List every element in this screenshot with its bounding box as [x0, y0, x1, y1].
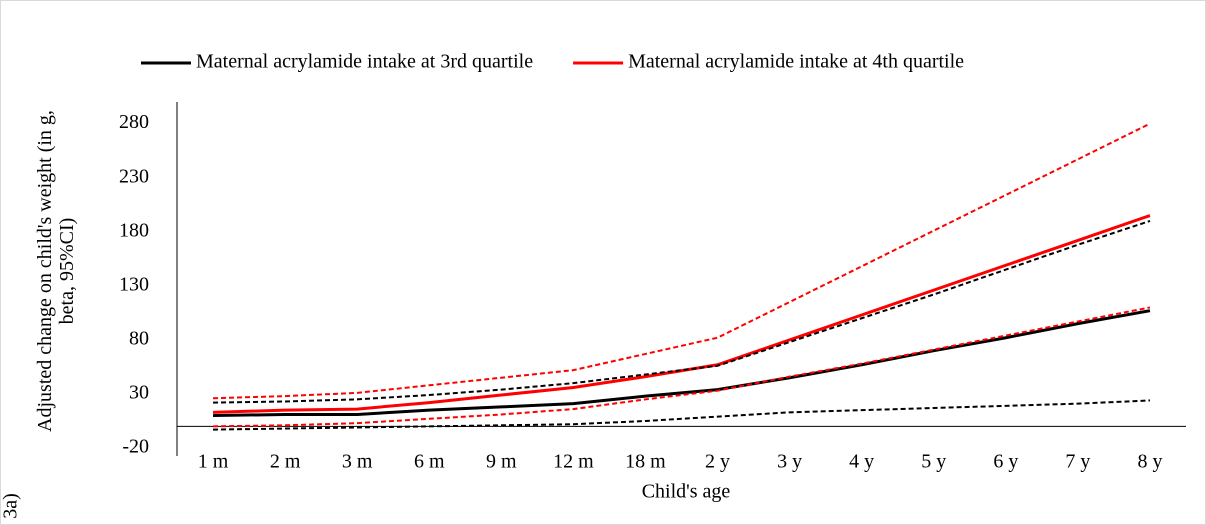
y-tick-label: -20	[122, 436, 149, 458]
x-tick-label: 1 m	[198, 451, 229, 473]
x-tick-label: 4 y	[849, 451, 874, 473]
y-tick-label: 230	[119, 165, 149, 187]
y-tick-label: 80	[129, 327, 149, 349]
x-tick-label: 3 m	[342, 451, 373, 473]
x-tick-label: 7 y	[1065, 451, 1090, 473]
series-line	[212, 214, 1151, 414]
ci-line	[213, 122, 1151, 400]
x-tick-label: 9 m	[486, 451, 517, 473]
x-tick-label: 8 y	[1137, 451, 1162, 473]
legend-label: Maternal acrylamide intake at 4th quarti…	[628, 51, 964, 73]
panel-label: 3a)	[0, 493, 22, 519]
ci-line	[213, 399, 1151, 431]
y-tick-label: 180	[119, 219, 149, 241]
series-line	[213, 309, 1151, 418]
x-tick-label: 6 m	[414, 451, 445, 473]
x-tick-label: 2 y	[705, 451, 730, 473]
x-tick-label: 2 m	[270, 451, 301, 473]
ci-line	[213, 306, 1151, 428]
y-tick-label: 130	[119, 273, 149, 295]
ci-line	[213, 219, 1151, 404]
y-axis-title: Adjusted change on child's weight (in g,…	[34, 110, 78, 432]
x-tick-label: 12 m	[553, 451, 594, 473]
legend-label: Maternal acrylamide intake at 3rd quarti…	[196, 51, 533, 73]
x-tick-label: 5 y	[921, 451, 946, 473]
x-tick-label: 3 y	[777, 451, 802, 473]
y-tick-label: 280	[119, 111, 149, 133]
x-tick-label: 6 y	[993, 451, 1018, 473]
x-axis-title: Child's age	[642, 481, 731, 503]
x-tick-label: 18 m	[625, 451, 666, 473]
y-tick-label: 30	[129, 382, 149, 404]
